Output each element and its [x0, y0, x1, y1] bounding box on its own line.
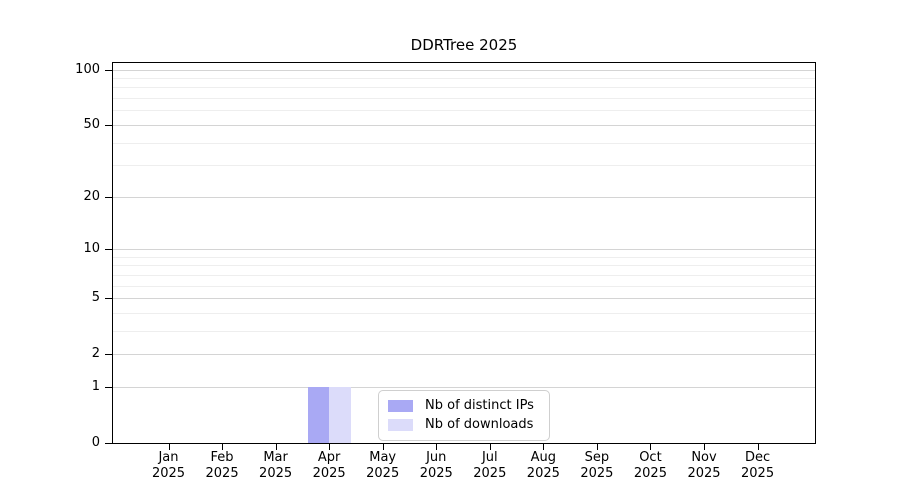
- x-tick-label-apr: Apr 2025: [312, 450, 346, 481]
- x-tick-mark: [543, 444, 545, 450]
- y-tick-mark: [105, 443, 112, 444]
- x-tick-label-may: May 2025: [366, 450, 400, 481]
- x-tick-mark: [704, 444, 705, 450]
- minor-gridline: [113, 110, 815, 112]
- minor-gridline: [113, 265, 815, 267]
- y-tick-mark: [105, 354, 112, 356]
- x-tick-mark: [650, 444, 652, 450]
- minor-gridline: [113, 274, 815, 276]
- minor-gridline: [113, 256, 815, 258]
- bar-nb-of-downloads-apr: [329, 386, 351, 443]
- major-gridline: [113, 196, 815, 198]
- y-tick-mark: [105, 298, 112, 300]
- x-tick-mark: [382, 444, 384, 450]
- legend-item-distinct-ips: Nb of distinct IPs: [388, 397, 540, 414]
- legend-swatch-downloads: [388, 418, 413, 431]
- x-tick-label-sep: Sep 2025: [580, 450, 614, 481]
- legend-swatch-distinct-ips: [388, 399, 413, 412]
- x-tick-mark: [436, 444, 438, 450]
- y-tick-mark: [105, 249, 112, 250]
- plot-area: [112, 62, 816, 444]
- y-tick-label: 50: [83, 116, 100, 132]
- x-tick-label-feb: Feb 2025: [205, 450, 239, 481]
- major-gridline: [113, 69, 815, 71]
- y-tick-label: 2: [91, 346, 100, 362]
- x-tick-label-jun: Jun 2025: [419, 450, 453, 481]
- major-gridline: [113, 124, 815, 126]
- y-tick-label: 100: [75, 61, 100, 77]
- y-tick-mark: [105, 124, 112, 126]
- minor-gridline: [113, 285, 815, 287]
- x-tick-label-aug: Aug 2025: [526, 450, 560, 481]
- x-tick-label-nov: Nov 2025: [687, 450, 721, 481]
- legend: Nb of distinct IPs Nb of downloads: [378, 390, 550, 441]
- y-tick-label: 0: [91, 435, 100, 450]
- legend-label-downloads: Nb of downloads: [425, 417, 534, 432]
- x-tick-mark: [757, 444, 759, 450]
- y-tick-mark: [105, 386, 112, 388]
- x-tick-label-oct: Oct 2025: [633, 450, 667, 481]
- major-gridline: [113, 386, 815, 388]
- major-gridline: [113, 354, 815, 356]
- x-tick-mark: [168, 444, 170, 450]
- x-tick-label-jan: Jan 2025: [151, 450, 186, 481]
- x-tick-mark: [329, 444, 331, 450]
- major-gridline: [113, 298, 815, 300]
- legend-item-downloads: Nb of downloads: [388, 416, 540, 433]
- x-tick-mark: [489, 444, 491, 450]
- minor-gridline: [113, 98, 815, 100]
- x-tick-label-mar: Mar 2025: [259, 450, 293, 481]
- chart-title: DDRTree 2025: [410, 36, 518, 54]
- minor-gridline: [113, 312, 815, 314]
- minor-gridline: [113, 78, 815, 80]
- y-tick-label: 1: [91, 378, 100, 394]
- y-tick-mark: [105, 69, 112, 71]
- y-tick-mark: [105, 196, 112, 198]
- minor-gridline: [113, 165, 815, 167]
- x-tick-label-jul: Jul 2025: [473, 450, 507, 481]
- y-tick-label: 5: [91, 290, 100, 306]
- minor-gridline: [113, 87, 815, 89]
- bar-nb-of-distinct-ips-apr: [307, 386, 330, 443]
- x-tick-mark: [222, 444, 224, 450]
- y-tick-label: 20: [83, 188, 100, 204]
- minor-gridline: [113, 330, 815, 332]
- legend-label-distinct-ips: Nb of distinct IPs: [425, 398, 534, 413]
- major-gridline: [113, 249, 815, 250]
- x-tick-label-dec: Dec 2025: [741, 450, 775, 481]
- x-tick-mark: [596, 444, 598, 450]
- x-tick-mark: [275, 444, 277, 450]
- minor-gridline: [113, 142, 815, 144]
- y-tick-label: 10: [83, 241, 100, 256]
